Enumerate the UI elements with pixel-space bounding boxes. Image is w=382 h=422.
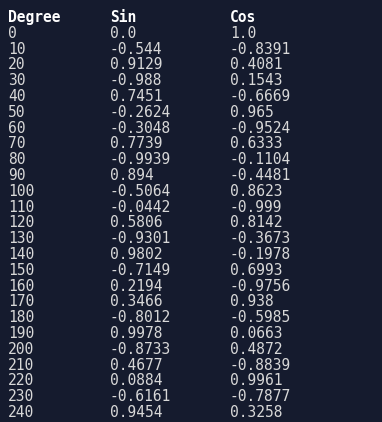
Text: 0.7739: 0.7739 [110, 136, 162, 151]
Text: -0.2624: -0.2624 [110, 105, 171, 120]
Text: 240: 240 [8, 405, 34, 420]
Text: 70: 70 [8, 136, 26, 151]
Text: -0.9756: -0.9756 [230, 279, 291, 294]
Text: 40: 40 [8, 89, 26, 104]
Text: -0.1104: -0.1104 [230, 152, 291, 167]
Text: 0.9961: 0.9961 [230, 373, 283, 388]
Text: 130: 130 [8, 231, 34, 246]
Text: 0.7451: 0.7451 [110, 89, 162, 104]
Text: 0.5806: 0.5806 [110, 215, 162, 230]
Text: Sin: Sin [110, 10, 136, 25]
Text: -0.3048: -0.3048 [110, 121, 171, 135]
Text: 0.9802: 0.9802 [110, 247, 162, 262]
Text: -0.9939: -0.9939 [110, 152, 171, 167]
Text: 0.894: 0.894 [110, 168, 154, 183]
Text: -0.5985: -0.5985 [230, 310, 291, 325]
Text: 0.965: 0.965 [230, 105, 274, 120]
Text: 0.6333: 0.6333 [230, 136, 283, 151]
Text: 180: 180 [8, 310, 34, 325]
Text: -0.999: -0.999 [230, 200, 283, 215]
Text: 220: 220 [8, 373, 34, 388]
Text: 0.9454: 0.9454 [110, 405, 162, 420]
Text: 0.8142: 0.8142 [230, 215, 283, 230]
Text: 0.3258: 0.3258 [230, 405, 283, 420]
Text: 1.0: 1.0 [230, 26, 256, 41]
Text: -0.4481: -0.4481 [230, 168, 291, 183]
Text: -0.1978: -0.1978 [230, 247, 291, 262]
Text: 0.938: 0.938 [230, 295, 274, 309]
Text: 0.4872: 0.4872 [230, 342, 283, 357]
Text: 50: 50 [8, 105, 26, 120]
Text: -0.9301: -0.9301 [110, 231, 171, 246]
Text: 0.4081: 0.4081 [230, 57, 283, 73]
Text: 170: 170 [8, 295, 34, 309]
Text: -0.6669: -0.6669 [230, 89, 291, 104]
Text: 10: 10 [8, 42, 26, 57]
Text: -0.9524: -0.9524 [230, 121, 291, 135]
Text: 150: 150 [8, 263, 34, 278]
Text: -0.7149: -0.7149 [110, 263, 171, 278]
Text: Degree: Degree [8, 10, 60, 25]
Text: -0.8012: -0.8012 [110, 310, 171, 325]
Text: 0.9978: 0.9978 [110, 326, 162, 341]
Text: -0.6161: -0.6161 [110, 389, 171, 404]
Text: -0.7877: -0.7877 [230, 389, 291, 404]
Text: 140: 140 [8, 247, 34, 262]
Text: 0.8623: 0.8623 [230, 184, 283, 199]
Text: 0.4677: 0.4677 [110, 357, 162, 373]
Text: 200: 200 [8, 342, 34, 357]
Text: 60: 60 [8, 121, 26, 135]
Text: 0.0663: 0.0663 [230, 326, 283, 341]
Text: -0.988: -0.988 [110, 73, 162, 88]
Text: -0.5064: -0.5064 [110, 184, 171, 199]
Text: 210: 210 [8, 357, 34, 373]
Text: -0.544: -0.544 [110, 42, 162, 57]
Text: -0.8839: -0.8839 [230, 357, 291, 373]
Text: 160: 160 [8, 279, 34, 294]
Text: 0.6993: 0.6993 [230, 263, 283, 278]
Text: -0.0442: -0.0442 [110, 200, 171, 215]
Text: 0.0884: 0.0884 [110, 373, 162, 388]
Text: -0.8391: -0.8391 [230, 42, 291, 57]
Text: 190: 190 [8, 326, 34, 341]
Text: 120: 120 [8, 215, 34, 230]
Text: 110: 110 [8, 200, 34, 215]
Text: 100: 100 [8, 184, 34, 199]
Text: 90: 90 [8, 168, 26, 183]
Text: 0.9129: 0.9129 [110, 57, 162, 73]
Text: Cos: Cos [230, 10, 256, 25]
Text: 30: 30 [8, 73, 26, 88]
Text: 0.1543: 0.1543 [230, 73, 283, 88]
Text: 0.2194: 0.2194 [110, 279, 162, 294]
Text: 80: 80 [8, 152, 26, 167]
Text: 0.0: 0.0 [110, 26, 136, 41]
Text: -0.3673: -0.3673 [230, 231, 291, 246]
Text: 230: 230 [8, 389, 34, 404]
Text: 0: 0 [8, 26, 17, 41]
Text: -0.8733: -0.8733 [110, 342, 171, 357]
Text: 20: 20 [8, 57, 26, 73]
Text: 0.3466: 0.3466 [110, 295, 162, 309]
